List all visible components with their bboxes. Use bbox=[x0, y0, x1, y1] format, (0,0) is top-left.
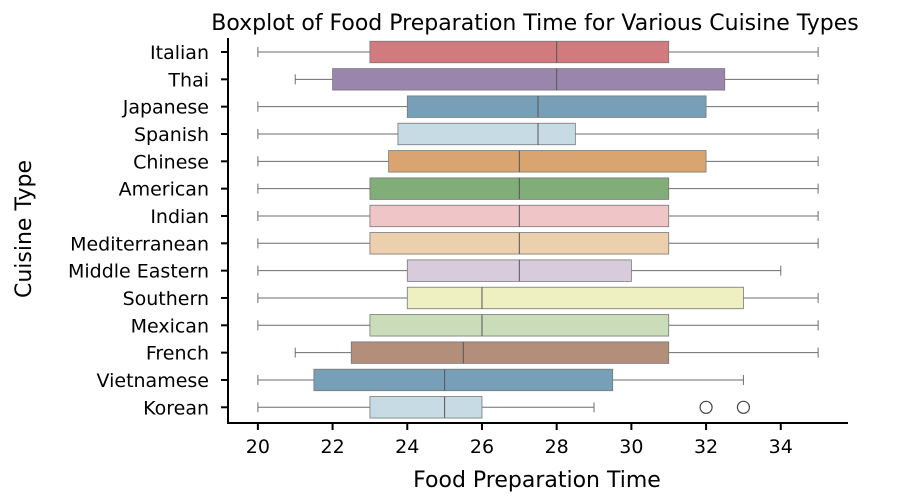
box-thai bbox=[294, 68, 819, 91]
axes: Italian Thai Japanese Spanish Chinese America… bbox=[68, 38, 848, 458]
y-tick-label: Spanish bbox=[134, 124, 209, 146]
box-chinese bbox=[257, 150, 819, 173]
plot-area bbox=[257, 40, 819, 419]
x-tick-label: 24 bbox=[395, 436, 419, 458]
y-tick-label: Mexican bbox=[131, 315, 209, 337]
y-axis-label: Cuisine Type bbox=[12, 160, 37, 298]
box-american bbox=[257, 177, 819, 200]
box-iqr bbox=[406, 286, 744, 310]
y-tick-label: Korean bbox=[143, 397, 209, 419]
box-iqr bbox=[406, 95, 707, 118]
y-tick-label: American bbox=[119, 179, 209, 201]
box-iqr bbox=[350, 341, 670, 364]
x-tick-label: 28 bbox=[545, 436, 569, 458]
chart-title: Boxplot of Food Preparation Time for Var… bbox=[211, 11, 858, 36]
x-tick-label: 32 bbox=[694, 436, 718, 458]
x-tick-label: 30 bbox=[619, 436, 643, 458]
y-tick-label: Mediterranean bbox=[70, 233, 209, 255]
y-tick-label: Indian bbox=[150, 206, 209, 228]
box-iqr bbox=[388, 150, 707, 173]
outlier-point bbox=[736, 400, 751, 414]
box-middle-eastern bbox=[257, 259, 782, 282]
y-tick-label: Chinese bbox=[133, 151, 209, 173]
x-tick-label: 20 bbox=[246, 436, 270, 458]
y-tick-label: French bbox=[146, 343, 209, 365]
box-mexican bbox=[257, 314, 819, 337]
box-southern bbox=[257, 286, 819, 310]
outlier-point bbox=[699, 400, 713, 414]
box-spanish bbox=[257, 122, 819, 146]
x-tick-label: 34 bbox=[769, 436, 793, 458]
y-tick-label: Italian bbox=[150, 42, 209, 64]
box-iqr bbox=[332, 68, 726, 91]
y-tick-label: Southern bbox=[123, 288, 209, 310]
box-iqr bbox=[313, 368, 614, 392]
box-indian bbox=[257, 204, 819, 228]
box-iqr bbox=[369, 40, 670, 64]
y-tick-label: Vietnamese bbox=[97, 370, 209, 392]
box-iqr bbox=[397, 122, 576, 146]
box-mediterranean bbox=[257, 232, 819, 255]
x-tick-label: 26 bbox=[470, 436, 494, 458]
box-italian bbox=[257, 40, 819, 64]
box-japanese bbox=[257, 95, 819, 118]
box-iqr bbox=[369, 314, 670, 337]
box-vietnamese bbox=[257, 368, 744, 392]
box-iqr bbox=[369, 396, 483, 419]
y-tick-label: Thai bbox=[167, 69, 209, 91]
x-tick-label: 22 bbox=[320, 436, 344, 458]
x-axis-label: Food Preparation Time bbox=[413, 468, 661, 493]
box-french bbox=[294, 341, 819, 364]
y-tick-label: Japanese bbox=[122, 97, 209, 119]
box-korean bbox=[257, 396, 751, 419]
y-tick-label: Middle Eastern bbox=[68, 261, 209, 283]
